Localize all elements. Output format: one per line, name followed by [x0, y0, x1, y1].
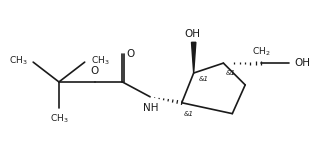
Polygon shape: [191, 42, 196, 73]
Text: $\mathregular{CH_3}$: $\mathregular{CH_3}$: [50, 113, 68, 125]
Text: O: O: [91, 66, 99, 76]
Text: OH: OH: [294, 58, 310, 68]
Text: OH: OH: [185, 29, 201, 39]
Text: &1: &1: [183, 111, 193, 117]
Text: &1: &1: [226, 70, 236, 76]
Text: &1: &1: [199, 76, 209, 82]
Text: $\mathregular{CH_2}$: $\mathregular{CH_2}$: [252, 45, 270, 58]
Text: O: O: [127, 49, 135, 59]
Text: $\mathregular{CH_3}$: $\mathregular{CH_3}$: [9, 55, 27, 67]
Text: NH: NH: [143, 103, 159, 113]
Text: $\mathregular{CH_3}$: $\mathregular{CH_3}$: [91, 55, 109, 67]
